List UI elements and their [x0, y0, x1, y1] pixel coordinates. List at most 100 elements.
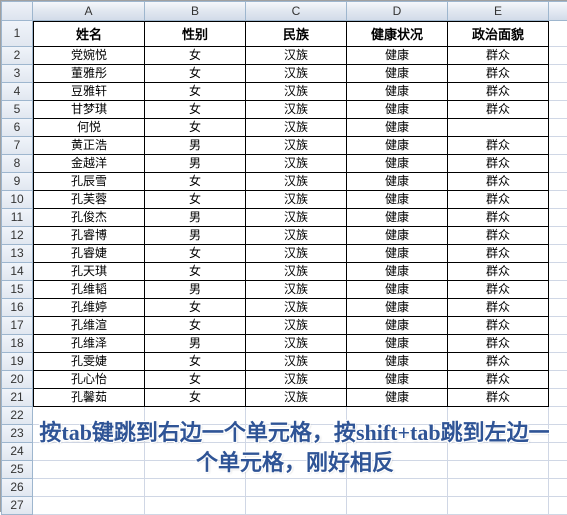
table-data-cell[interactable]: 男 — [145, 281, 246, 299]
table-data-cell[interactable]: 女 — [145, 173, 246, 191]
row-header[interactable]: 1 — [1, 21, 33, 47]
row-header[interactable]: 14 — [1, 263, 33, 281]
column-header-a[interactable]: A — [33, 1, 145, 21]
column-header-c[interactable]: C — [246, 1, 347, 21]
table-data-cell[interactable]: 女 — [145, 83, 246, 101]
table-data-cell[interactable]: 男 — [145, 137, 246, 155]
empty-cell[interactable] — [448, 479, 549, 497]
row-header[interactable]: 7 — [1, 137, 33, 155]
row-header[interactable]: 23 — [1, 425, 33, 443]
table-data-cell[interactable]: 男 — [145, 227, 246, 245]
table-header-cell[interactable]: 健康状况 — [347, 21, 448, 47]
table-data-cell[interactable]: 群众 — [448, 245, 549, 263]
table-data-cell[interactable]: 女 — [145, 353, 246, 371]
column-header-e[interactable]: E — [448, 1, 549, 21]
table-data-cell[interactable]: 汉族 — [246, 245, 347, 263]
column-header-d[interactable]: D — [347, 1, 448, 21]
row-header[interactable]: 27 — [1, 497, 33, 515]
table-data-cell[interactable]: 健康 — [347, 119, 448, 137]
table-data-cell[interactable]: 孔馨茹 — [33, 389, 145, 407]
row-header[interactable]: 11 — [1, 209, 33, 227]
row-header[interactable]: 19 — [1, 353, 33, 371]
table-data-cell[interactable]: 男 — [145, 209, 246, 227]
table-data-cell[interactable]: 健康 — [347, 281, 448, 299]
table-data-cell[interactable]: 健康 — [347, 389, 448, 407]
table-data-cell[interactable] — [448, 119, 549, 137]
table-data-cell[interactable]: 汉族 — [246, 137, 347, 155]
row-header[interactable]: 26 — [1, 479, 33, 497]
table-data-cell[interactable]: 汉族 — [246, 371, 347, 389]
empty-cell[interactable] — [347, 497, 448, 515]
table-data-cell[interactable]: 黄正浩 — [33, 137, 145, 155]
row-header[interactable]: 8 — [1, 155, 33, 173]
row-header[interactable]: 18 — [1, 335, 33, 353]
table-data-cell[interactable]: 群众 — [448, 335, 549, 353]
empty-cell[interactable] — [347, 479, 448, 497]
table-data-cell[interactable]: 汉族 — [246, 119, 347, 137]
table-data-cell[interactable]: 女 — [145, 119, 246, 137]
row-header[interactable]: 20 — [1, 371, 33, 389]
table-data-cell[interactable]: 健康 — [347, 335, 448, 353]
table-data-cell[interactable]: 健康 — [347, 47, 448, 65]
table-data-cell[interactable]: 健康 — [347, 227, 448, 245]
table-data-cell[interactable]: 女 — [145, 191, 246, 209]
table-data-cell[interactable]: 汉族 — [246, 317, 347, 335]
empty-cell[interactable] — [246, 479, 347, 497]
empty-cell[interactable] — [33, 497, 145, 515]
table-data-cell[interactable]: 女 — [145, 245, 246, 263]
table-data-cell[interactable]: 孔芙蓉 — [33, 191, 145, 209]
empty-cell[interactable] — [448, 497, 549, 515]
table-data-cell[interactable]: 健康 — [347, 371, 448, 389]
table-data-cell[interactable]: 女 — [145, 263, 246, 281]
row-header[interactable]: 25 — [1, 461, 33, 479]
table-data-cell[interactable]: 汉族 — [246, 263, 347, 281]
table-data-cell[interactable]: 汉族 — [246, 47, 347, 65]
table-data-cell[interactable]: 健康 — [347, 65, 448, 83]
table-data-cell[interactable]: 男 — [145, 155, 246, 173]
table-data-cell[interactable]: 健康 — [347, 263, 448, 281]
table-data-cell[interactable]: 汉族 — [246, 173, 347, 191]
row-header[interactable]: 3 — [1, 65, 33, 83]
table-data-cell[interactable]: 群众 — [448, 227, 549, 245]
table-data-cell[interactable]: 汉族 — [246, 155, 347, 173]
empty-cell[interactable] — [33, 479, 145, 497]
row-header[interactable]: 15 — [1, 281, 33, 299]
table-data-cell[interactable]: 党婉悦 — [33, 47, 145, 65]
table-data-cell[interactable]: 健康 — [347, 317, 448, 335]
table-data-cell[interactable]: 健康 — [347, 137, 448, 155]
table-data-cell[interactable]: 女 — [145, 47, 246, 65]
table-data-cell[interactable]: 孔辰雪 — [33, 173, 145, 191]
table-data-cell[interactable]: 健康 — [347, 155, 448, 173]
row-header[interactable]: 17 — [1, 317, 33, 335]
table-header-cell[interactable]: 民族 — [246, 21, 347, 47]
table-data-cell[interactable]: 汉族 — [246, 191, 347, 209]
table-data-cell[interactable]: 健康 — [347, 173, 448, 191]
row-header[interactable]: 10 — [1, 191, 33, 209]
table-data-cell[interactable]: 健康 — [347, 209, 448, 227]
row-header[interactable]: 2 — [1, 47, 33, 65]
table-data-cell[interactable]: 健康 — [347, 353, 448, 371]
table-data-cell[interactable]: 孔维韬 — [33, 281, 145, 299]
table-data-cell[interactable]: 汉族 — [246, 353, 347, 371]
table-header-cell[interactable]: 政治面貌 — [448, 21, 549, 47]
column-header-b[interactable]: B — [145, 1, 246, 21]
table-data-cell[interactable]: 健康 — [347, 245, 448, 263]
table-data-cell[interactable]: 男 — [145, 335, 246, 353]
table-data-cell[interactable]: 孔维婷 — [33, 299, 145, 317]
table-data-cell[interactable]: 健康 — [347, 191, 448, 209]
table-data-cell[interactable]: 健康 — [347, 101, 448, 119]
table-data-cell[interactable]: 孔雯婕 — [33, 353, 145, 371]
table-data-cell[interactable]: 汉族 — [246, 227, 347, 245]
table-data-cell[interactable]: 群众 — [448, 263, 549, 281]
table-data-cell[interactable]: 孔睿博 — [33, 227, 145, 245]
table-data-cell[interactable]: 健康 — [347, 83, 448, 101]
row-header[interactable]: 6 — [1, 119, 33, 137]
table-data-cell[interactable]: 孔俊杰 — [33, 209, 145, 227]
table-data-cell[interactable]: 群众 — [448, 65, 549, 83]
table-data-cell[interactable]: 群众 — [448, 281, 549, 299]
table-data-cell[interactable]: 孔睿婕 — [33, 245, 145, 263]
table-header-cell[interactable]: 姓名 — [33, 21, 145, 47]
table-data-cell[interactable]: 孔心怡 — [33, 371, 145, 389]
table-data-cell[interactable]: 孔维泽 — [33, 335, 145, 353]
row-header[interactable]: 12 — [1, 227, 33, 245]
